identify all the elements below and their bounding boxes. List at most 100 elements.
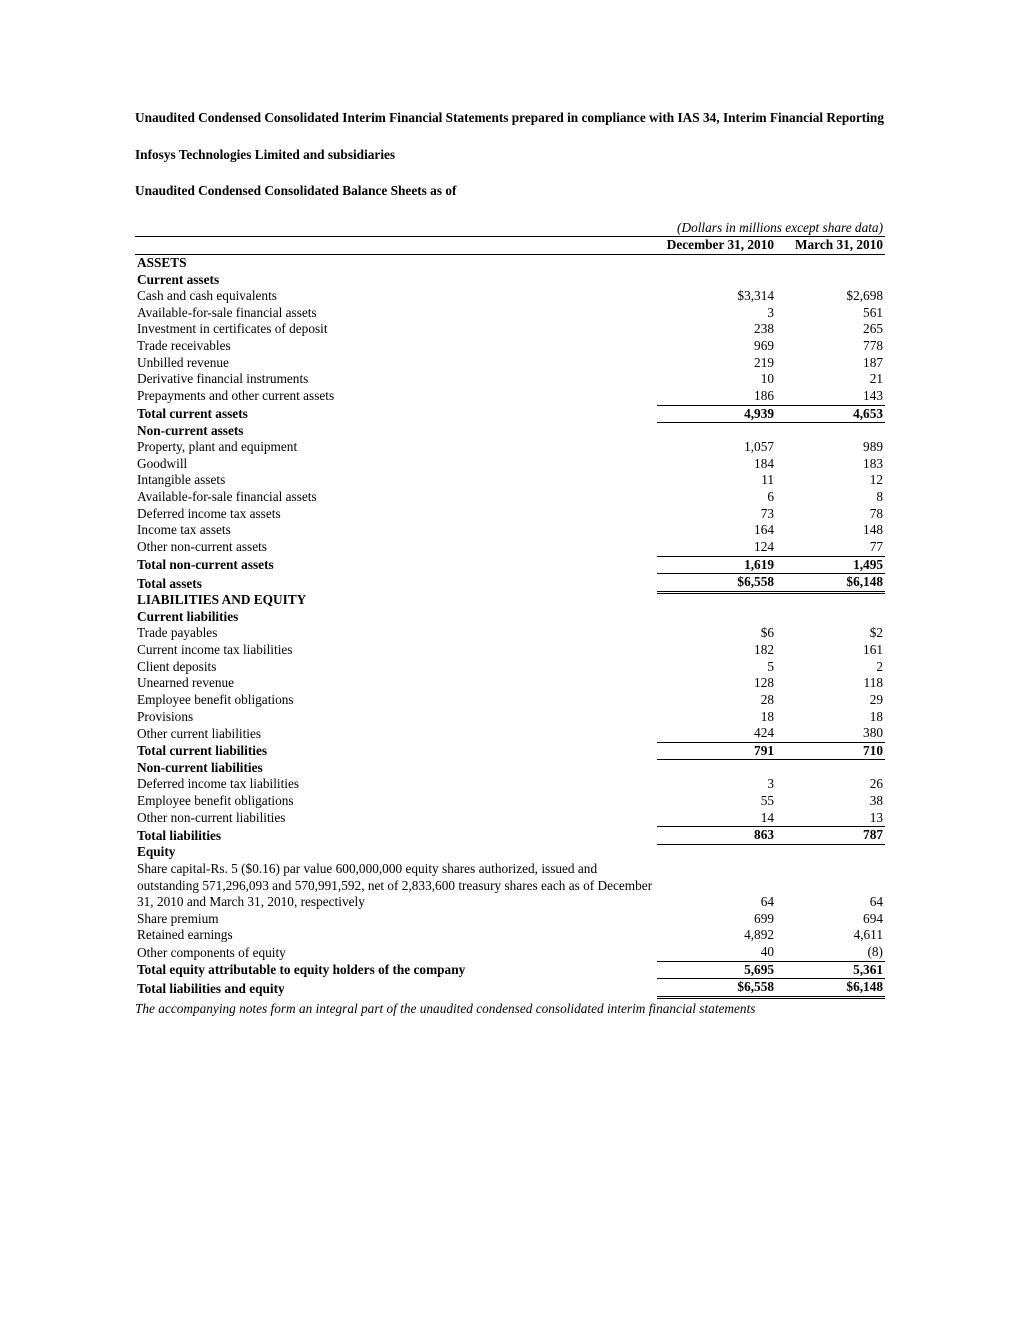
row-value-1: $6 — [657, 625, 776, 642]
row-value-2 — [776, 255, 885, 272]
row-value-2: 161 — [776, 642, 885, 659]
row-value-1: 6 — [657, 489, 776, 506]
row-label: Other current liabilities — [135, 725, 657, 742]
row-label: Share capital-Rs. 5 ($0.16) par value 60… — [135, 861, 657, 911]
row-value-2: 694 — [776, 911, 885, 928]
table-row: Income tax assets164148 — [135, 522, 885, 539]
row-label: Total current liabilities — [135, 742, 657, 760]
row-label: Prepayments and other current assets — [135, 388, 657, 405]
col-header-1: December 31, 2010 — [657, 237, 776, 255]
row-label: Total liabilities — [135, 827, 657, 845]
row-value-2: $2 — [776, 625, 885, 642]
row-value-1: 124 — [657, 539, 776, 556]
row-value-2 — [776, 423, 885, 440]
row-value-1: 219 — [657, 355, 776, 372]
statement-name: Unaudited Condensed Consolidated Balance… — [135, 183, 885, 200]
row-label: Derivative financial instruments — [135, 371, 657, 388]
balance-sheet-table: (Dollars in millions except share data) … — [135, 220, 885, 999]
row-label: Non-current liabilities — [135, 760, 657, 777]
table-row: Other current liabilities424380 — [135, 725, 885, 742]
table-row: Goodwill184183 — [135, 456, 885, 473]
row-value-2: $2,698 — [776, 288, 885, 305]
table-row: Unbilled revenue219187 — [135, 355, 885, 372]
table-row: Trade receivables969778 — [135, 338, 885, 355]
row-value-2: 5,361 — [776, 961, 885, 979]
row-label: Current assets — [135, 272, 657, 289]
row-label: Total assets — [135, 574, 657, 593]
row-value-1 — [657, 592, 776, 609]
table-row: Employee benefit obligations5538 — [135, 793, 885, 810]
row-label: Non-current assets — [135, 423, 657, 440]
row-label: Total current assets — [135, 405, 657, 423]
row-value-2 — [776, 609, 885, 626]
row-value-1: 18 — [657, 709, 776, 726]
row-label: Provisions — [135, 709, 657, 726]
row-value-1: 164 — [657, 522, 776, 539]
row-value-1: 73 — [657, 506, 776, 523]
table-row: Total equity attributable to equity hold… — [135, 961, 885, 979]
table-row: Non-current liabilities — [135, 760, 885, 777]
table-row: Share premium699694 — [135, 911, 885, 928]
row-value-1: 11 — [657, 472, 776, 489]
table-row: Total liabilities863787 — [135, 827, 885, 845]
row-value-2: 2 — [776, 659, 885, 676]
row-label: Unearned revenue — [135, 675, 657, 692]
company-name: Infosys Technologies Limited and subsidi… — [135, 147, 885, 164]
row-value-1: 5 — [657, 659, 776, 676]
row-value-1: 14 — [657, 810, 776, 827]
row-label: Deferred income tax assets — [135, 506, 657, 523]
row-value-2 — [776, 760, 885, 777]
table-row: Total current liabilities791710 — [135, 742, 885, 760]
units-note: (Dollars in millions except share data) — [657, 220, 885, 237]
row-label: Property, plant and equipment — [135, 439, 657, 456]
row-label: Current liabilities — [135, 609, 657, 626]
row-value-2: $6,148 — [776, 979, 885, 998]
row-value-1: 4,939 — [657, 405, 776, 423]
row-value-1: 40 — [657, 944, 776, 961]
row-value-2: 4,653 — [776, 405, 885, 423]
row-label: Cash and cash equivalents — [135, 288, 657, 305]
row-label: Unbilled revenue — [135, 355, 657, 372]
table-row: LIABILITIES AND EQUITY — [135, 592, 885, 609]
row-value-2: 13 — [776, 810, 885, 827]
row-value-1: 64 — [657, 861, 776, 911]
table-row: Current liabilities — [135, 609, 885, 626]
row-label: Total liabilities and equity — [135, 979, 657, 998]
table-row: Derivative financial instruments1021 — [135, 371, 885, 388]
row-value-1: 128 — [657, 675, 776, 692]
row-value-1: 791 — [657, 742, 776, 760]
row-value-2: 29 — [776, 692, 885, 709]
row-label: Share premium — [135, 911, 657, 928]
row-value-2: 380 — [776, 725, 885, 742]
row-value-1: 3 — [657, 776, 776, 793]
col-header-2: March 31, 2010 — [776, 237, 885, 255]
row-value-1: 55 — [657, 793, 776, 810]
row-value-2 — [776, 592, 885, 609]
row-value-2: 265 — [776, 321, 885, 338]
table-row: Investment in certificates of deposit238… — [135, 321, 885, 338]
table-row: Prepayments and other current assets1861… — [135, 388, 885, 405]
row-value-1: 4,892 — [657, 927, 776, 944]
row-value-2: 989 — [776, 439, 885, 456]
row-value-2: 38 — [776, 793, 885, 810]
row-value-2: 64 — [776, 861, 885, 911]
row-value-2: 4,611 — [776, 927, 885, 944]
row-label: Deferred income tax liabilities — [135, 776, 657, 793]
row-label: Current income tax liabilities — [135, 642, 657, 659]
row-value-2 — [776, 844, 885, 861]
table-row: Available-for-sale financial assets3561 — [135, 305, 885, 322]
row-value-1 — [657, 423, 776, 440]
footnote: The accompanying notes form an integral … — [135, 1001, 885, 1018]
table-row: Property, plant and equipment1,057989 — [135, 439, 885, 456]
row-value-2: 21 — [776, 371, 885, 388]
table-row: Current income tax liabilities182161 — [135, 642, 885, 659]
row-label: Other non-current liabilities — [135, 810, 657, 827]
row-label: Goodwill — [135, 456, 657, 473]
row-value-1: 28 — [657, 692, 776, 709]
table-row: Cash and cash equivalents$3,314$2,698 — [135, 288, 885, 305]
row-label: Other non-current assets — [135, 539, 657, 556]
row-value-1: 863 — [657, 827, 776, 845]
row-value-1: 3 — [657, 305, 776, 322]
table-row: Unearned revenue128118 — [135, 675, 885, 692]
row-value-2: 12 — [776, 472, 885, 489]
